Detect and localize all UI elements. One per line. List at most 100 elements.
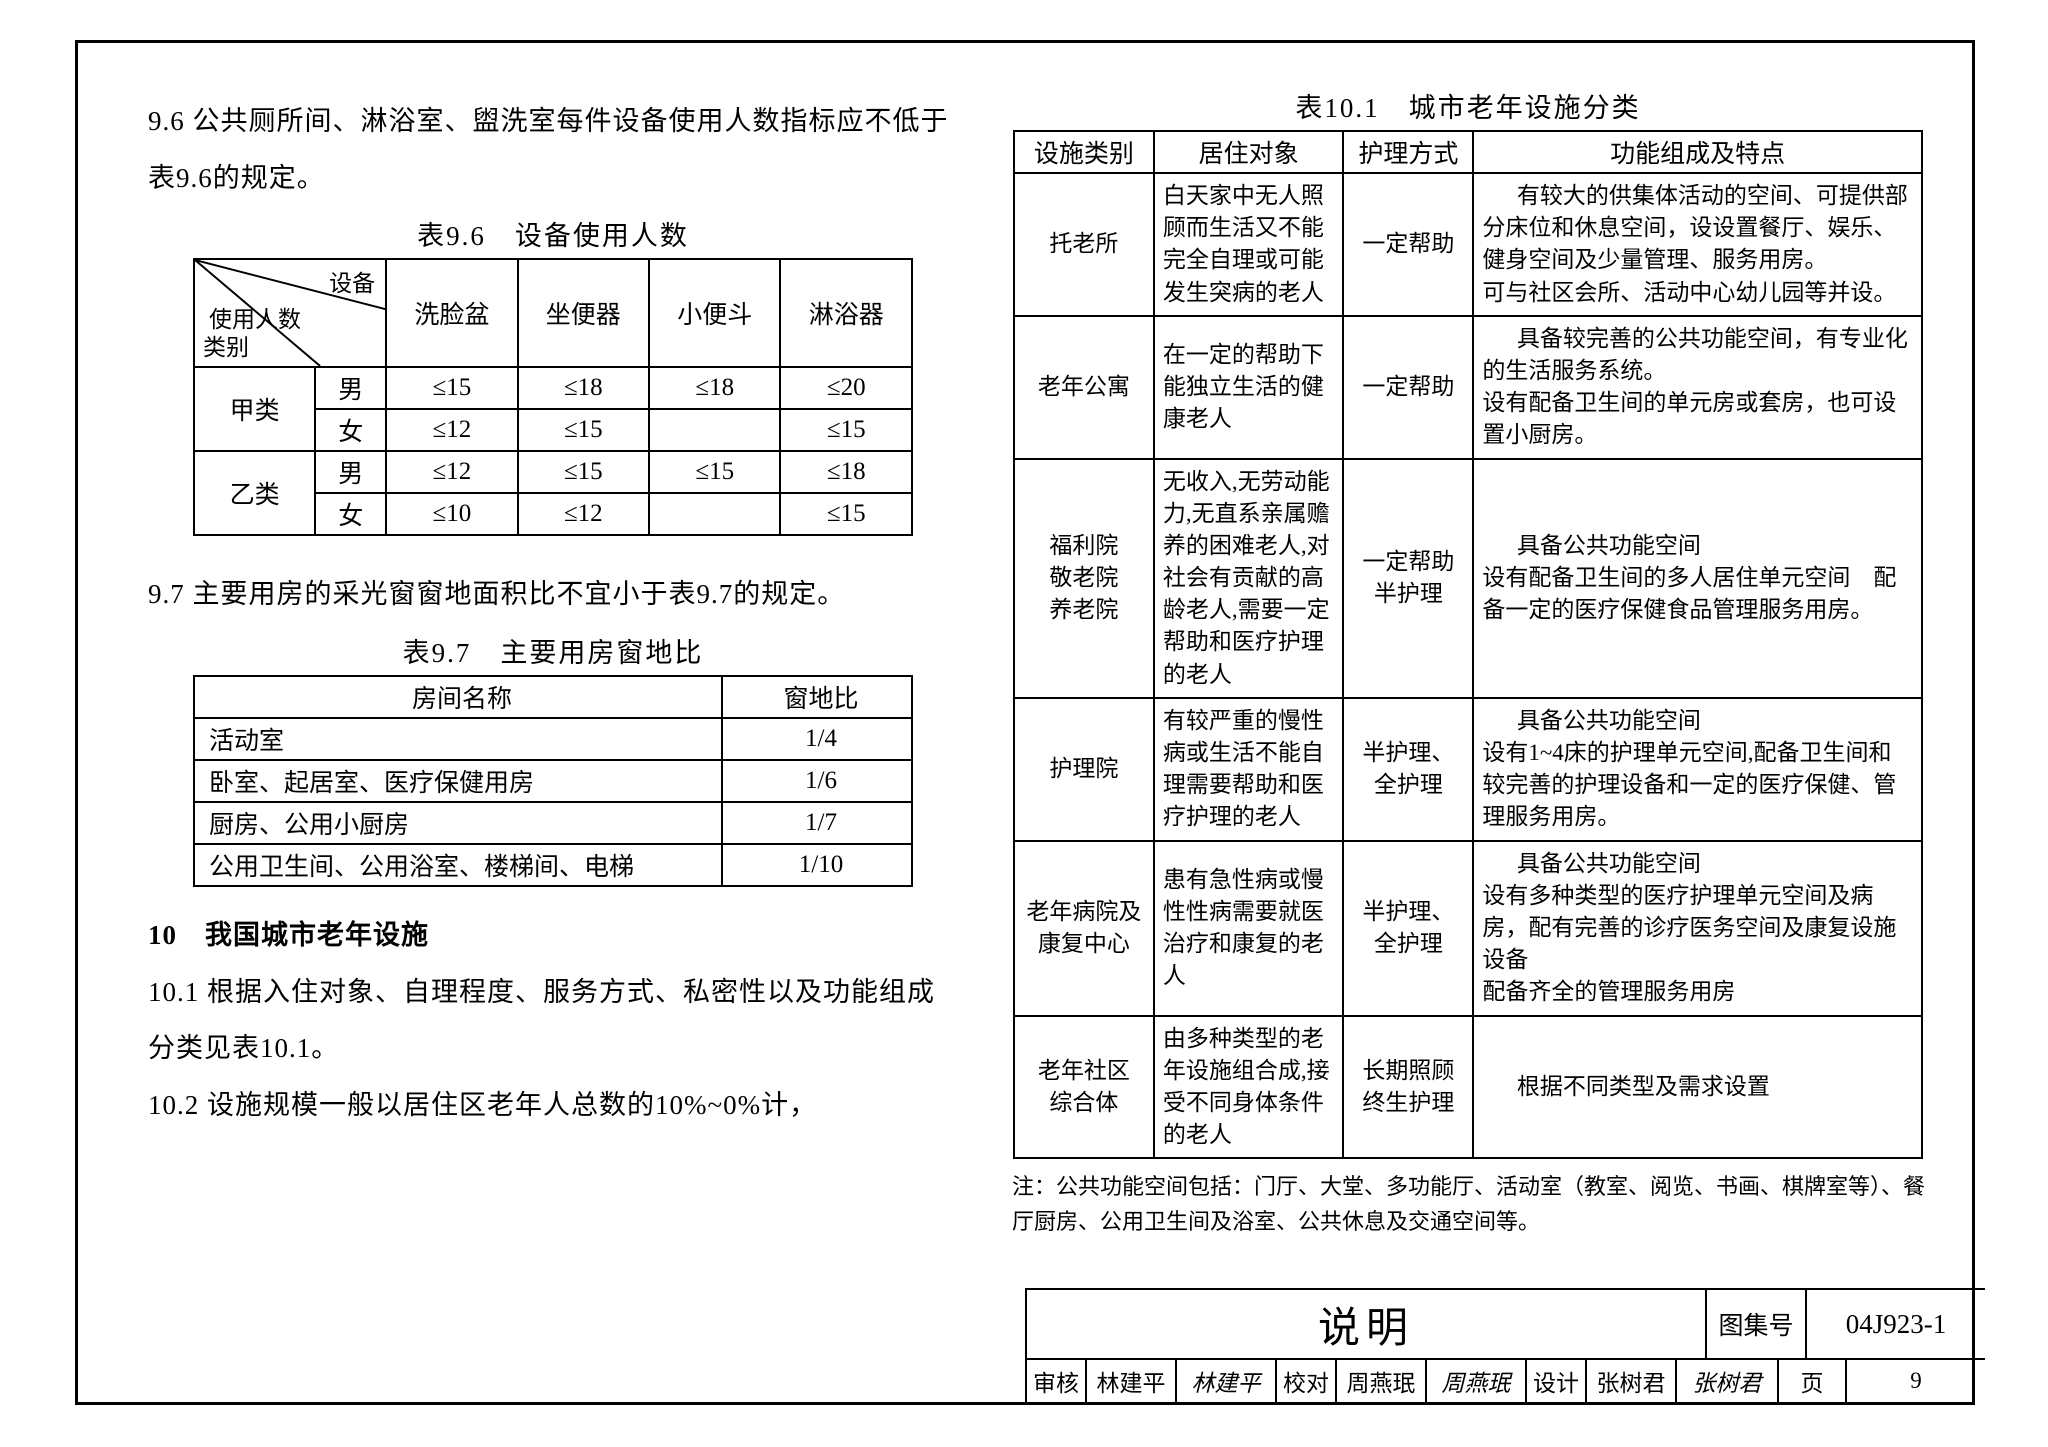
t101-r5-c4: 根据不同类型及需求设置 [1473, 1016, 1922, 1159]
para-9-7: 9.7 主要用房的采光窗窗地面积比不宜小于表9.7的规定。 [148, 566, 958, 623]
t101-r0-c4: 有较大的供集体活动的空间、可提供部分床位和休息空间，设设置餐厅、娱乐、健身空间及… [1473, 173, 1922, 316]
para-10-1: 10.1 根据入住对象、自理程度、服务方式、私密性以及功能组成分类见表10.1。 [148, 964, 958, 1077]
t101-r4-c2: 患有急性病或慢性性病需要就医治疗和康复的老人 [1154, 841, 1344, 1016]
t96-cat1: 乙类 [194, 451, 315, 535]
t101-r0-c2: 白天家中无人照顾而生活又不能完全自理或可能发生突病的老人 [1154, 173, 1344, 316]
t96-r2c3: ≤18 [780, 451, 912, 493]
设计-label: 设计 [1527, 1360, 1587, 1402]
t101-r5-c3: 长期照顾 终生护理 [1343, 1016, 1473, 1159]
t96-h0: 洗脸盆 [386, 259, 517, 367]
审核-value: 林建平 [1087, 1360, 1177, 1402]
t101-r2-c2: 无收入,无劳动能力,无直系亲属赡养的困难老人,对社会有贡献的高龄老人,需要一定帮… [1154, 459, 1344, 698]
t96-r2c0: ≤12 [386, 451, 517, 493]
t97-r2c1: 1/7 [722, 802, 912, 844]
t97-r1c0: 卧室、起居室、医疗保健用房 [194, 760, 722, 802]
t97-r0c0: 活动室 [194, 718, 722, 760]
t101-r5-c1: 老年社区 综合体 [1014, 1016, 1154, 1159]
page-number: 9 [1847, 1360, 1985, 1402]
t101-r5-c2: 由多种类型的老年设施组合成,接受不同身体条件的老人 [1154, 1016, 1344, 1159]
t96-r1c0: ≤12 [386, 409, 517, 451]
t101-r1-c2: 在一定的帮助下能独立生活的健康老人 [1154, 316, 1344, 459]
t96-r0c3: ≤20 [780, 367, 912, 409]
t96-sex1: 女 [315, 409, 386, 451]
t101-r4-c3: 半护理、 全护理 [1343, 841, 1473, 1016]
t101-r0-c1: 托老所 [1014, 173, 1154, 316]
校对-sig: 周燕珉 [1427, 1360, 1527, 1402]
t96-r1c1: ≤15 [518, 409, 649, 451]
table-9-7: 房间名称 窗地比 活动室1/4 卧室、起居室、医疗保健用房1/6 厨房、公用小厨… [193, 675, 913, 887]
t97-r3c0: 公用卫生间、公用浴室、楼梯间、电梯 [194, 844, 722, 886]
para-10-2: 10.2 设施规模一般以居住区老年人总数的10%~0%计， [148, 1077, 958, 1134]
t101-h0: 设施类别 [1014, 131, 1154, 173]
table-10-1: 设施类别 居住对象 护理方式 功能组成及特点 托老所白天家中无人照顾而生活又不能… [1013, 130, 1923, 1159]
t97-r0c1: 1/4 [722, 718, 912, 760]
t96-h1: 坐便器 [518, 259, 649, 367]
t96-sex2: 男 [315, 451, 386, 493]
校对-value: 周燕珉 [1337, 1360, 1427, 1402]
title-block: 说明 图集号 04J923-1 审核 林建平 林建平 校对 周燕珉 周燕珉 设计… [1025, 1288, 1985, 1402]
t101-r2-c1: 福利院 敬老院 养老院 [1014, 459, 1154, 698]
diag-header: 设备 使用人数 类别 [194, 259, 386, 367]
page-label: 页 [1777, 1360, 1847, 1402]
校对-label: 校对 [1277, 1360, 1337, 1402]
t101-r4-c4: 具备公共功能空间 设有多种类型的医疗护理单元空间及病房，配有完善的诊疗医务空间及… [1473, 841, 1922, 1016]
t101-r0-c3: 一定帮助 [1343, 173, 1473, 316]
t101-r2-c3: 一定帮助 半护理 [1343, 459, 1473, 698]
t101-r3-c3: 半护理、 全护理 [1343, 698, 1473, 841]
设计-sig: 张树君 [1677, 1360, 1777, 1402]
t96-r1c2 [649, 409, 780, 451]
title-row2: 审核 林建平 林建平 校对 周燕珉 周燕珉 设计 张树君 张树君 页 9 [1027, 1360, 1985, 1402]
table-9-6: 设备 使用人数 类别 洗脸盆 坐便器 小便斗 淋浴器 甲类 男 ≤15 ≤18 [193, 258, 913, 536]
t101-r4-c1: 老年病院及 康复中心 [1014, 841, 1154, 1016]
t101-r3-c2: 有较严重的慢性病或生活不能自理需要帮助和医疗护理的老人 [1154, 698, 1344, 841]
caption-9-6: 表9.6 设备使用人数 [148, 214, 958, 253]
t101-h1: 居住对象 [1154, 131, 1344, 173]
t96-r2c2: ≤15 [649, 451, 780, 493]
t96-r3c0: ≤10 [386, 493, 517, 535]
right-column: 表10.1 城市老年设施分类 设施类别 居住对象 护理方式 功能组成及特点 托老… [1008, 78, 1928, 1308]
t96-r0c2: ≤18 [649, 367, 780, 409]
t97-r2c0: 厨房、公用小厨房 [194, 802, 722, 844]
t96-r3c1: ≤12 [518, 493, 649, 535]
t101-r1-c4: 具备较完善的公共功能空间，有专业化的生活服务系统。 设有配备卫生间的单元房或套房… [1473, 316, 1922, 459]
t96-h2: 小便斗 [649, 259, 780, 367]
t96-r0c1: ≤18 [518, 367, 649, 409]
code-label: 图集号 [1705, 1290, 1805, 1358]
t96-h3: 淋浴器 [780, 259, 912, 367]
left-column: 9.6 公共厕所间、淋浴室、盥洗室每件设备使用人数指标应不低于表9.6的规定。 … [118, 78, 958, 1308]
t96-r0c0: ≤15 [386, 367, 517, 409]
footnote-10-1: 注：公共功能空间包括：门厅、大堂、多功能厅、活动室（教室、阅览、书画、棋牌室等）… [1012, 1169, 1928, 1239]
t97-r1c1: 1/6 [722, 760, 912, 802]
diag-bottom: 类别 [203, 328, 249, 362]
para-9-6: 9.6 公共厕所间、淋浴室、盥洗室每件设备使用人数指标应不低于表9.6的规定。 [148, 93, 958, 206]
t101-h3: 功能组成及特点 [1473, 131, 1922, 173]
审核-sig: 林建平 [1177, 1360, 1277, 1402]
caption-9-7: 表9.7 主要用房窗地比 [148, 631, 958, 670]
t96-sex0: 男 [315, 367, 386, 409]
t96-r3c3: ≤15 [780, 493, 912, 535]
t96-r3c2 [649, 493, 780, 535]
t97-h1: 窗地比 [722, 676, 912, 718]
t101-r1-c1: 老年公寓 [1014, 316, 1154, 459]
审核-label: 审核 [1027, 1360, 1087, 1402]
t101-h2: 护理方式 [1343, 131, 1473, 173]
page-frame: 9.6 公共厕所间、淋浴室、盥洗室每件设备使用人数指标应不低于表9.6的规定。 … [75, 40, 1975, 1405]
t101-r3-c1: 护理院 [1014, 698, 1154, 841]
diag-top: 设备 [329, 264, 375, 298]
title-row1: 说明 图集号 04J923-1 [1027, 1290, 1985, 1360]
t97-h0: 房间名称 [194, 676, 722, 718]
heading-10: 10 我国城市老年设施 [148, 907, 958, 964]
t96-r1c3: ≤15 [780, 409, 912, 451]
t96-cat0: 甲类 [194, 367, 315, 451]
t96-r2c1: ≤15 [518, 451, 649, 493]
caption-10-1: 表10.1 城市老年设施分类 [1008, 86, 1928, 125]
doc-title: 说明 [1027, 1290, 1705, 1358]
t101-r2-c4: 具备公共功能空间 设有配备卫生间的多人居住单元空间 配备一定的医疗保健食品管理服… [1473, 459, 1922, 698]
设计-value: 张树君 [1587, 1360, 1677, 1402]
code-value: 04J923-1 [1805, 1290, 1985, 1358]
t96-sex3: 女 [315, 493, 386, 535]
t101-r3-c4: 具备公共功能空间 设有1~4床的护理单元空间,配备卫生间和较完善的护理设备和一定… [1473, 698, 1922, 841]
t101-r1-c3: 一定帮助 [1343, 316, 1473, 459]
t97-r3c1: 1/10 [722, 844, 912, 886]
columns: 9.6 公共厕所间、淋浴室、盥洗室每件设备使用人数指标应不低于表9.6的规定。 … [118, 78, 1932, 1308]
